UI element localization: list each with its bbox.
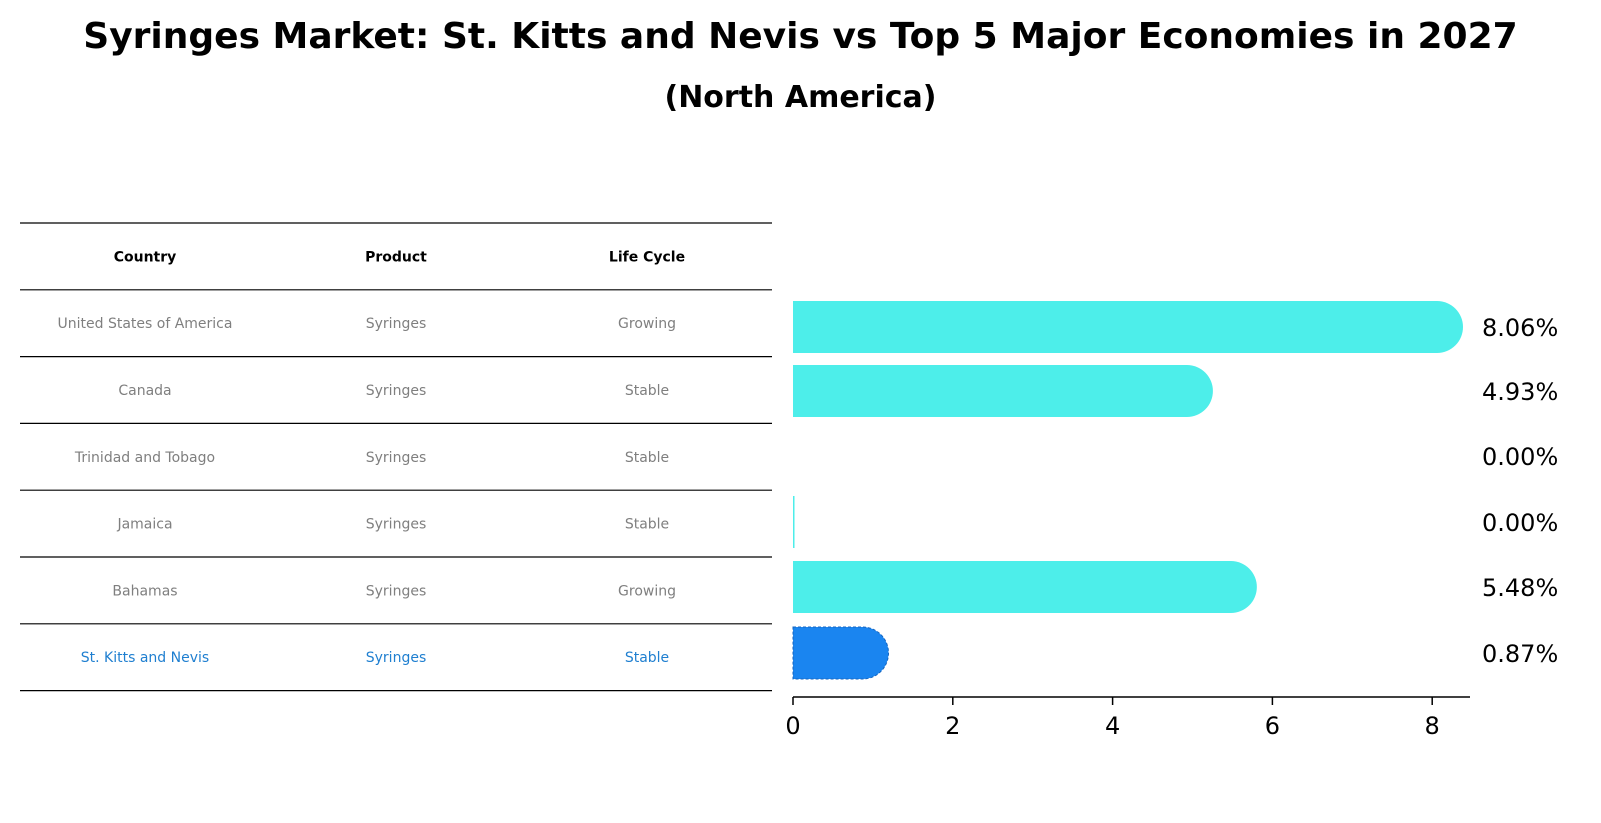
table-cell-product: Syringes bbox=[366, 316, 426, 332]
table-cell-product: Syringes bbox=[366, 383, 426, 399]
table-cell-product: Syringes bbox=[366, 517, 426, 533]
value-label: 0.00% bbox=[1482, 443, 1558, 471]
bar bbox=[793, 301, 1463, 353]
table-cell-country: United States of America bbox=[58, 316, 233, 332]
table-cell-country: Jamaica bbox=[116, 517, 172, 533]
table-cell-life-cycle: Stable bbox=[625, 383, 669, 399]
table-cell-country: Bahamas bbox=[112, 583, 177, 599]
table-header: Country bbox=[114, 249, 177, 265]
chart-subtitle: (North America) bbox=[664, 80, 937, 115]
x-tick-label: 4 bbox=[1105, 712, 1120, 740]
table-header: Life Cycle bbox=[609, 249, 685, 265]
table-header: Product bbox=[365, 249, 427, 265]
value-label: 5.48% bbox=[1482, 574, 1558, 602]
table-cell-life-cycle: Growing bbox=[618, 316, 676, 332]
chart-title: Syringes Market: St. Kitts and Nevis vs … bbox=[83, 16, 1518, 57]
bar bbox=[793, 561, 1257, 613]
bar bbox=[793, 365, 1213, 417]
bar bbox=[793, 496, 795, 548]
table-cell-product: Syringes bbox=[366, 583, 426, 599]
table-cell-life-cycle: Stable bbox=[625, 450, 669, 466]
bar-highlight bbox=[792, 626, 890, 680]
table-cell-country: Canada bbox=[118, 383, 171, 399]
value-label: 0.00% bbox=[1482, 509, 1558, 537]
table-cell-life-cycle: Stable bbox=[625, 517, 669, 533]
table-cell-country: Trinidad and Tobago bbox=[74, 450, 215, 466]
table-cell-product: Syringes bbox=[366, 650, 426, 666]
x-tick-label: 6 bbox=[1265, 712, 1280, 740]
table-cell-country: St. Kitts and Nevis bbox=[81, 650, 209, 666]
table-cell-product: Syringes bbox=[366, 450, 426, 466]
x-tick-label: 0 bbox=[785, 712, 800, 740]
x-tick-label: 8 bbox=[1425, 712, 1440, 740]
x-tick-label: 2 bbox=[945, 712, 960, 740]
table-cell-life-cycle: Stable bbox=[625, 650, 669, 666]
value-label: 8.06% bbox=[1482, 314, 1558, 342]
table-cell-life-cycle: Growing bbox=[618, 583, 676, 599]
country-table: Country Product Life Cycle United States of… bbox=[20, 222, 772, 692]
value-label: 0.87% bbox=[1482, 640, 1558, 668]
value-label: 4.93% bbox=[1482, 378, 1558, 406]
